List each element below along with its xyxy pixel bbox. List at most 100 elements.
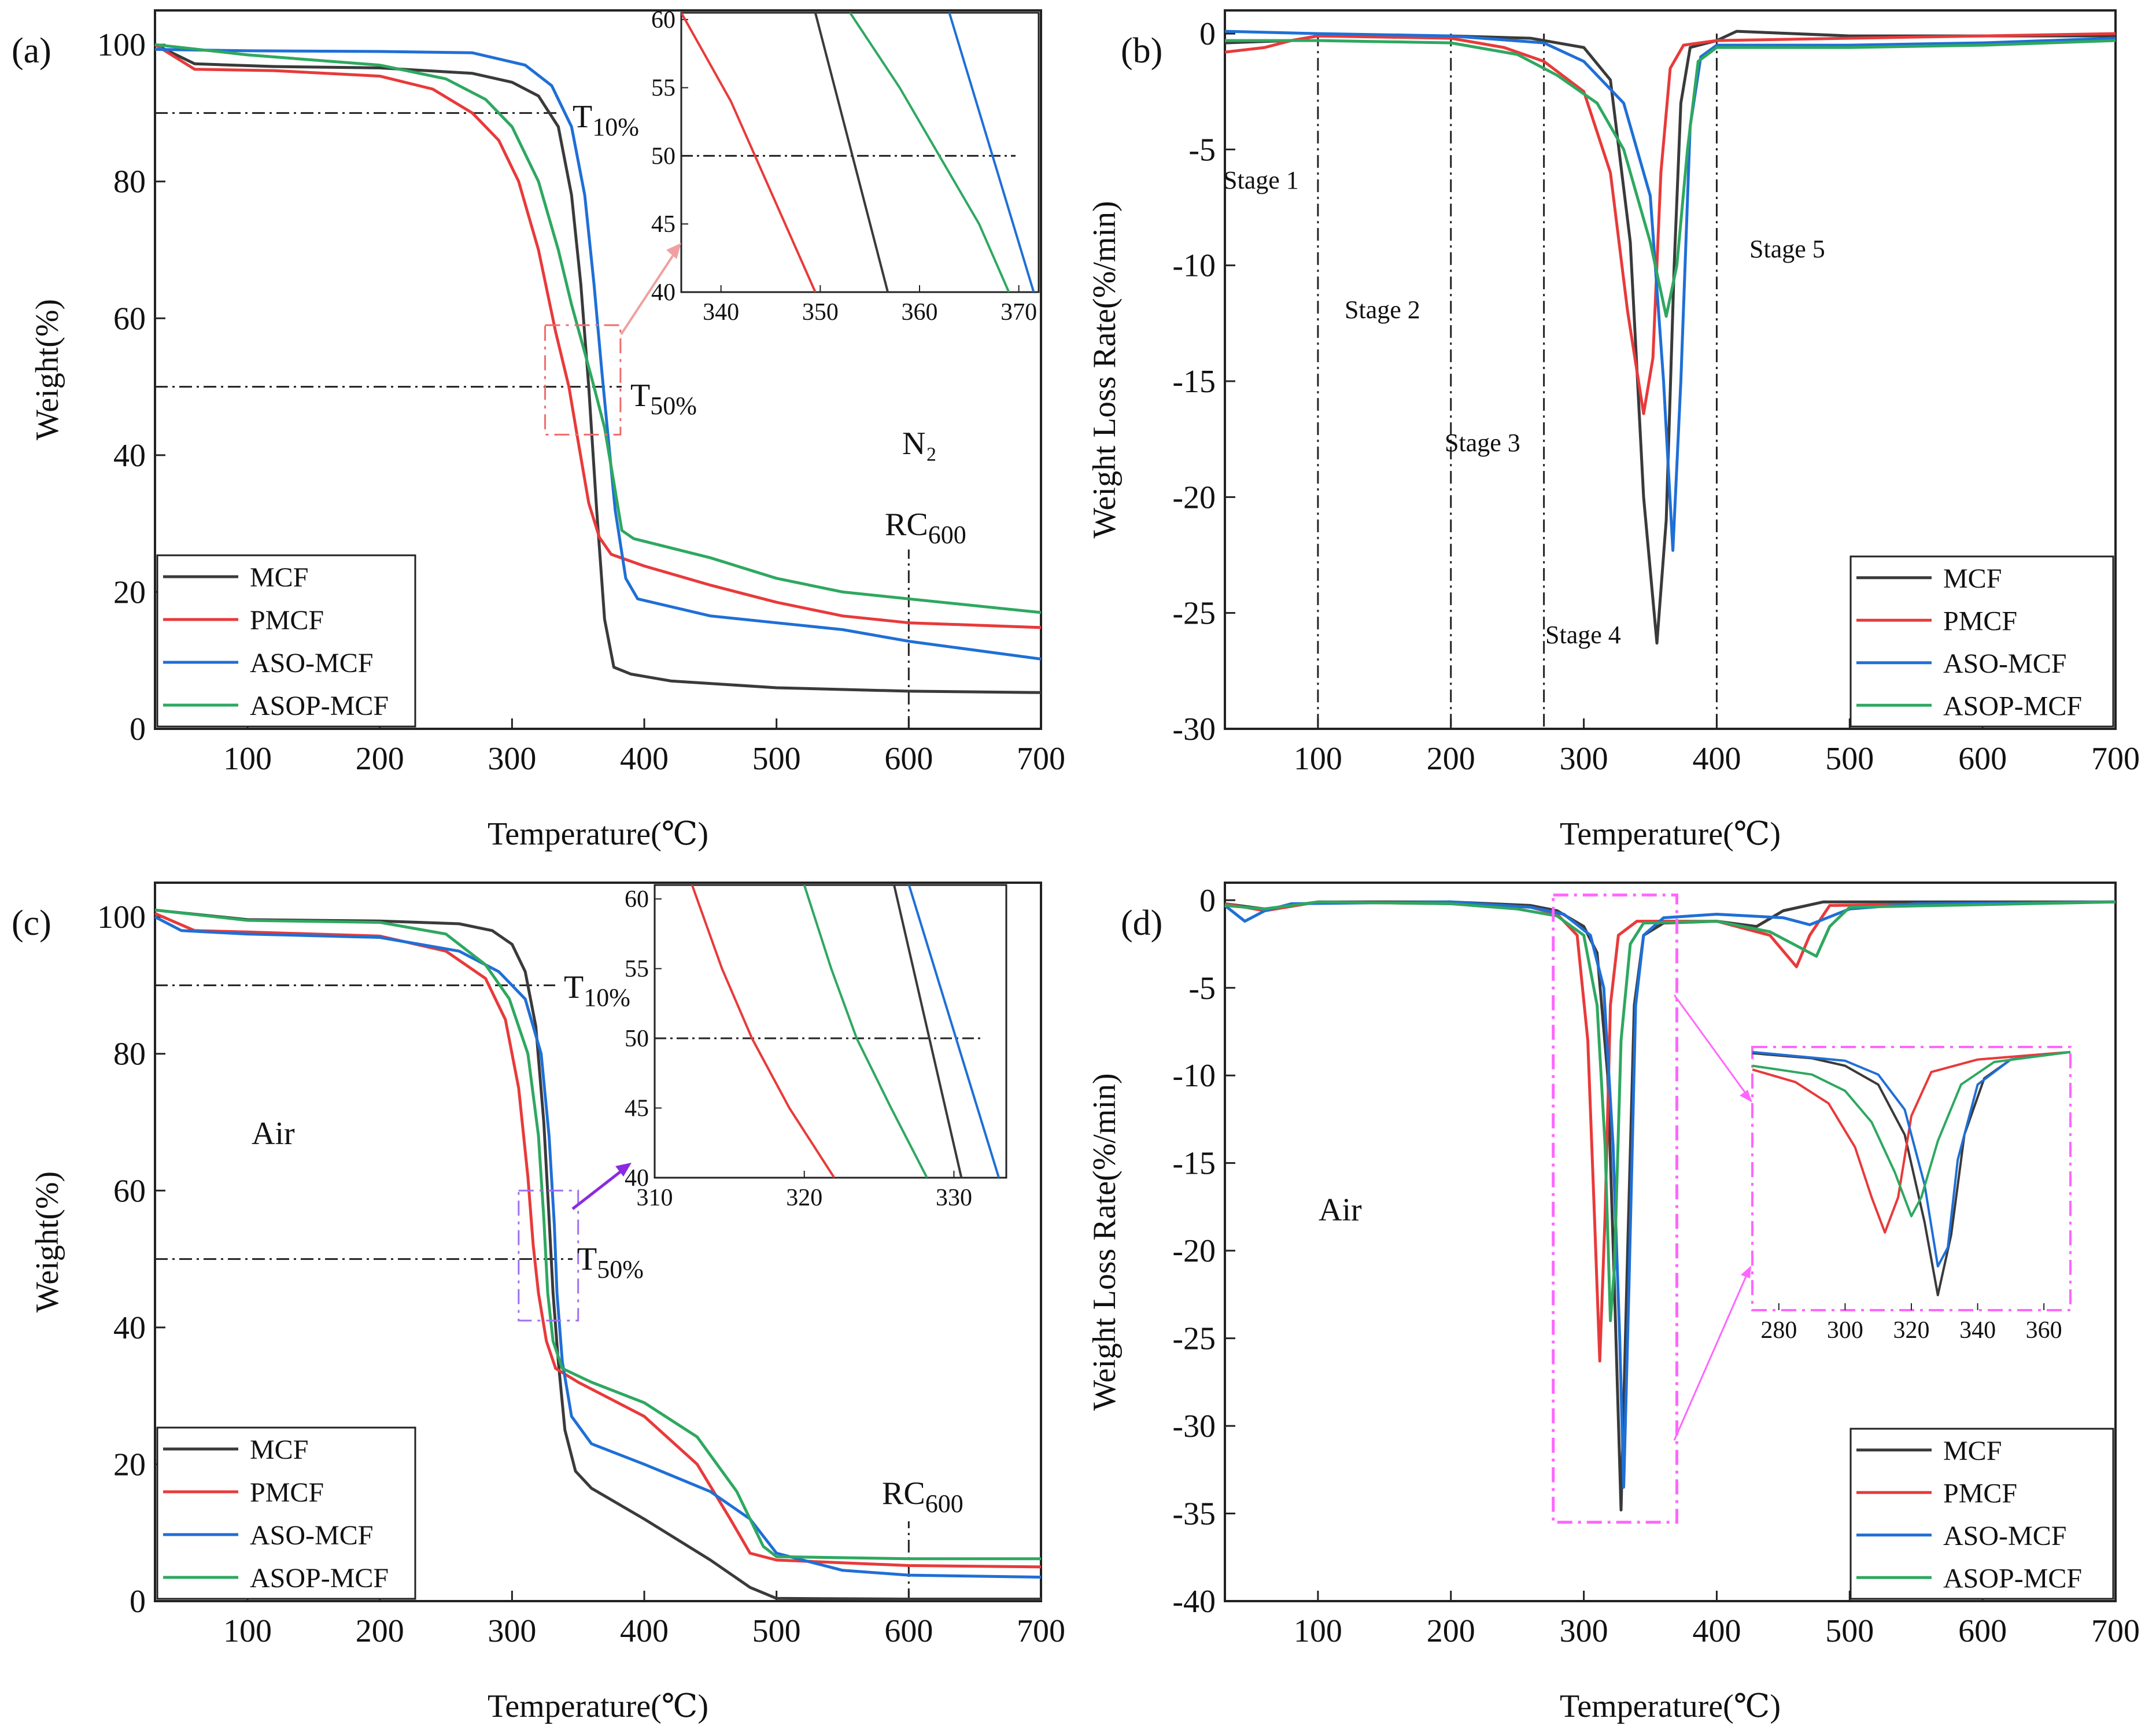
x-tick-label: 100	[223, 741, 272, 777]
x-tick-label: 100	[1294, 1613, 1342, 1649]
y-tick-label: 0	[1199, 883, 1216, 919]
x-tick-label: 100	[1294, 741, 1342, 777]
inset-y-tick-label: 60	[625, 886, 649, 913]
y-tick-label: -10	[1172, 1058, 1216, 1094]
inset-x-tick-label: 340	[703, 299, 739, 326]
y-tick-label: -10	[1172, 248, 1216, 284]
y-tick-label: 100	[97, 899, 146, 935]
inset-series-group	[1752, 1050, 2070, 1296]
x-tick-label: 400	[1692, 741, 1741, 777]
x-tick-label: 200	[356, 1613, 404, 1649]
legend-frame	[1849, 1428, 2114, 1600]
legend-label-mcf: MCF	[1943, 1436, 2002, 1466]
inset-x-tick-label: 280	[1760, 1317, 1797, 1344]
x-tick-label: 400	[620, 1613, 669, 1649]
panel-b-stage-3: Stage 3	[1445, 429, 1520, 457]
inset-frame	[680, 12, 1040, 293]
inset-y-tick-label: 50	[625, 1026, 649, 1052]
x-tick-label: 600	[884, 741, 933, 777]
legend-frame	[1849, 555, 2114, 728]
x-tick-label: 700	[1017, 1613, 1065, 1649]
y-tick-label: -20	[1172, 480, 1216, 515]
x-tick-label: 600	[1958, 741, 2007, 777]
legend-label-asop-mcf: ASOP-MCF	[1943, 691, 2082, 721]
x-tick-label: 500	[752, 1613, 801, 1649]
x-tick-label: 400	[1692, 1613, 1741, 1649]
legend-label-pmcf: PMCF	[1943, 1478, 2017, 1509]
panel-a-plot: 100 200 300 400 500 600 700 0 20 40 60 80 100	[97, 27, 1065, 777]
panel-a-rc600-label: RC600	[885, 507, 966, 549]
panel-a-xlabel: Temperature(℃)	[488, 816, 708, 852]
panel-c-atmosphere-label: Air	[252, 1116, 295, 1152]
series-aso-mcf-line	[154, 915, 1042, 1579]
panel-a-t10-label: T10%	[573, 99, 639, 141]
legend-label-aso-mcf: ASO-MCF	[250, 648, 373, 679]
panel-b-legend: MCF PMCF ASO-MCF ASOP-MCF	[1849, 555, 2114, 728]
inset-y-tick-label: 60	[651, 7, 675, 34]
legend-label-mcf: MCF	[250, 1435, 308, 1465]
y-tick-label: -5	[1188, 132, 1216, 168]
series-pmcf-line	[1224, 32, 2116, 415]
panel-c-frame	[154, 882, 1042, 1602]
x-tick-label: 100	[223, 1613, 272, 1649]
panel-a-legend: MCF PMCF ASO-MCF ASOP-MCF	[156, 554, 416, 728]
y-tick-label: 100	[97, 27, 146, 63]
panel-b-ylabel: Weight Loss Rate(%/min)	[1087, 201, 1123, 538]
inset-y-tick-label: 40	[625, 1165, 649, 1192]
y-tick-label: -5	[1188, 971, 1216, 1006]
y-tick-label: 0	[130, 1584, 146, 1620]
x-tick-label: 200	[1427, 741, 1475, 777]
panel-d-zoom-arrowhead-2	[1741, 1266, 1751, 1278]
legend-label-aso-mcf: ASO-MCF	[1943, 648, 2066, 679]
y-tick-label: 40	[113, 1310, 146, 1346]
panel-b-stage-4: Stage 4	[1545, 621, 1621, 649]
x-tick-label: 300	[488, 741, 536, 777]
x-tick-label: 300	[488, 1613, 536, 1649]
panel-b-plot: 100 200 300 400 500 600 700 0 -5 -10 -15 -20 -25 -30	[1172, 16, 2140, 777]
series-aso-mcf-line	[154, 47, 1042, 661]
inset-x-tick-label: 300	[1827, 1317, 1863, 1344]
legend-label-mcf: MCF	[1943, 563, 2002, 594]
panel-b-stage-5: Stage 5	[1749, 235, 1825, 263]
panel-c-plot: 100 200 300 400 500 600 700 0 20 40 60 80 100	[97, 899, 1065, 1649]
y-tick-label: -20	[1172, 1233, 1216, 1269]
y-tick-label: 80	[113, 164, 146, 200]
inset-frame	[1751, 1046, 2072, 1311]
inset-series-aso-mcf-line	[948, 13, 1035, 292]
y-tick-label: -15	[1172, 364, 1216, 400]
inset-x-tick-label: 350	[802, 299, 839, 326]
inset-series-pmcf-line	[681, 13, 817, 292]
inset-x-tick-label: 320	[1893, 1317, 1930, 1344]
series-pmcf-line	[154, 43, 1042, 629]
x-tick-label: 700	[2091, 741, 2140, 777]
series-mcf-line	[1224, 30, 2116, 645]
panel-b-stage-2: Stage 2	[1345, 296, 1420, 324]
x-tick-label: 500	[1825, 741, 1874, 777]
inset-y-tick-label: 55	[651, 75, 675, 102]
panel-d-xlabel: Temperature(℃)	[1560, 1688, 1781, 1724]
inset-x-tick-label: 340	[1959, 1317, 1996, 1344]
panel-d-plot: 100 200 300 400 500 600 700 0 -5 -10 -15 -20 -25 -30 -…	[1172, 883, 2140, 1649]
panel-b-xlabel: Temperature(℃)	[1560, 816, 1781, 852]
panel-c-legend: MCF PMCF ASO-MCF ASOP-MCF	[156, 1426, 416, 1600]
panel-c-zoom-arrow	[571, 1167, 626, 1210]
y-tick-label: -35	[1172, 1496, 1216, 1532]
x-tick-label: 700	[2091, 1613, 2140, 1649]
panel-b: (b) Temperature(℃) Weight Loss Rate(%/mi…	[1087, 9, 2140, 852]
panel-c-xlabel: Temperature(℃)	[488, 1688, 708, 1724]
inset-series-mcf-line	[814, 13, 889, 292]
inset-frame	[654, 884, 1007, 1179]
panel-c-inset: 310 320 330 40 45 50 55 60	[625, 884, 1007, 1211]
inset-y-tick-label: 45	[625, 1096, 649, 1122]
inset-x-tick-label: 310	[637, 1185, 673, 1211]
y-tick-label: -25	[1172, 1321, 1216, 1357]
series-asop-mcf-line	[1225, 39, 2116, 318]
legend-label-asop-mcf: ASOP-MCF	[250, 1563, 389, 1594]
inset-series-group	[681, 13, 1035, 292]
y-tick-label: -30	[1172, 1408, 1216, 1444]
panel-a-ylabel: Weight(%)	[29, 299, 65, 440]
panel-a-zoom-arrow	[620, 249, 678, 335]
y-tick-label: 60	[113, 1173, 146, 1209]
x-tick-label: 300	[1560, 741, 1608, 777]
panel-d-zoom-arrow-2	[1673, 1272, 1749, 1441]
